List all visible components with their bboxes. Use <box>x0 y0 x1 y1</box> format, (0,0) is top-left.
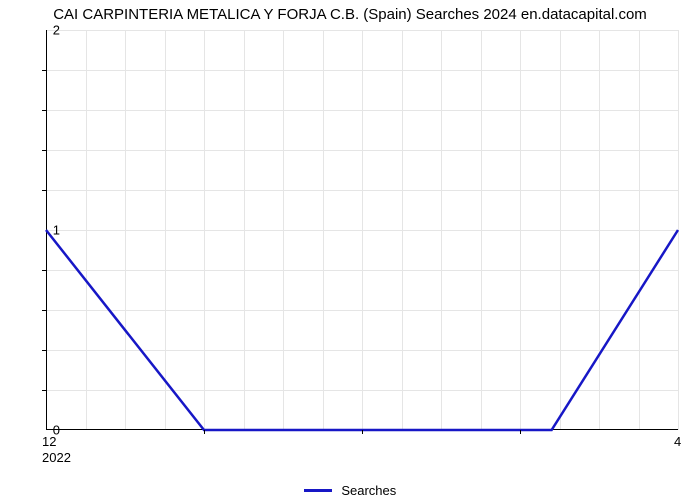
y-tick-label: 2 <box>20 23 60 38</box>
y-tick-minor <box>42 70 46 71</box>
y-tick-minor <box>42 390 46 391</box>
y-tick-minor <box>42 190 46 191</box>
x-tick-minor <box>204 430 205 434</box>
series-line <box>46 30 678 430</box>
line-chart: CAI CARPINTERIA METALICA Y FORJA C.B. (S… <box>0 0 700 500</box>
x-axis-subtext: 2022 <box>42 450 71 465</box>
grid-line-v <box>678 30 679 430</box>
y-tick-minor <box>42 270 46 271</box>
y-tick-minor <box>42 310 46 311</box>
y-tick-minor <box>42 350 46 351</box>
x-tick-label: 4 <box>674 434 681 449</box>
y-tick-label: 1 <box>20 223 60 238</box>
legend: Searches <box>0 482 700 498</box>
y-tick-minor <box>42 110 46 111</box>
y-tick-minor <box>42 150 46 151</box>
plot-area <box>46 30 678 430</box>
x-tick-minor <box>362 430 363 434</box>
x-tick-minor <box>520 430 521 434</box>
chart-title: CAI CARPINTERIA METALICA Y FORJA C.B. (S… <box>0 6 700 23</box>
legend-swatch <box>304 489 332 492</box>
legend-label: Searches <box>341 483 396 498</box>
x-tick-label: 12 <box>42 434 56 449</box>
